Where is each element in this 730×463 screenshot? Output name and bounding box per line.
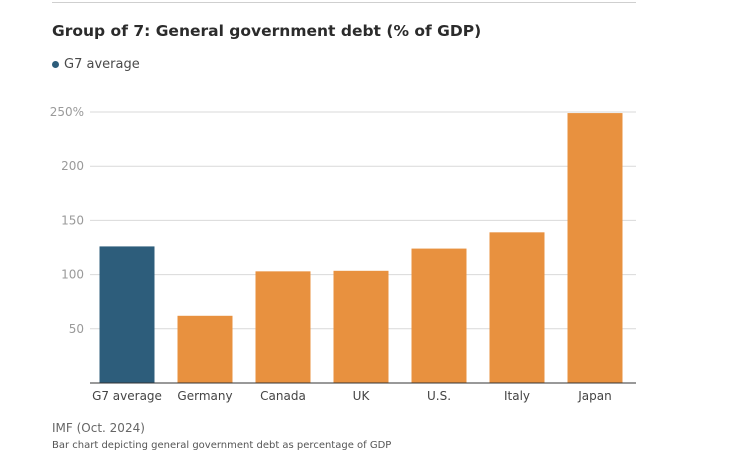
bar-germany xyxy=(177,315,233,383)
legend-swatch-g7-average xyxy=(52,61,59,68)
chart-caption: Bar chart depicting general government d… xyxy=(52,440,392,451)
bar-italy xyxy=(489,232,545,383)
y-tick-label: 150 xyxy=(61,213,84,227)
x-tick-label: U.S. xyxy=(427,389,451,403)
x-tick-label: G7 average xyxy=(92,389,162,403)
y-tick-label: 100 xyxy=(61,268,84,282)
bar-uk xyxy=(333,270,389,383)
x-tick-label: Canada xyxy=(260,389,306,403)
y-tick-label: 250% xyxy=(50,105,84,119)
bar-canada xyxy=(255,271,311,383)
legend-label-g7-average: G7 average xyxy=(64,57,140,72)
x-tick-label: UK xyxy=(353,389,371,403)
x-tick-label: Italy xyxy=(504,389,530,403)
bar-u-s xyxy=(411,248,467,383)
x-tick-label: Germany xyxy=(177,389,232,403)
legend: G7 average xyxy=(52,57,140,72)
top-rule xyxy=(52,2,636,3)
chart-title: Group of 7: General government debt (% o… xyxy=(52,22,482,40)
bar-g7-average xyxy=(99,246,155,383)
x-tick-label: Japan xyxy=(577,389,611,403)
bar-japan xyxy=(567,113,623,384)
y-tick-label: 50 xyxy=(69,322,84,336)
y-tick-label: 200 xyxy=(61,159,84,173)
source-note: IMF (Oct. 2024) xyxy=(52,421,145,435)
